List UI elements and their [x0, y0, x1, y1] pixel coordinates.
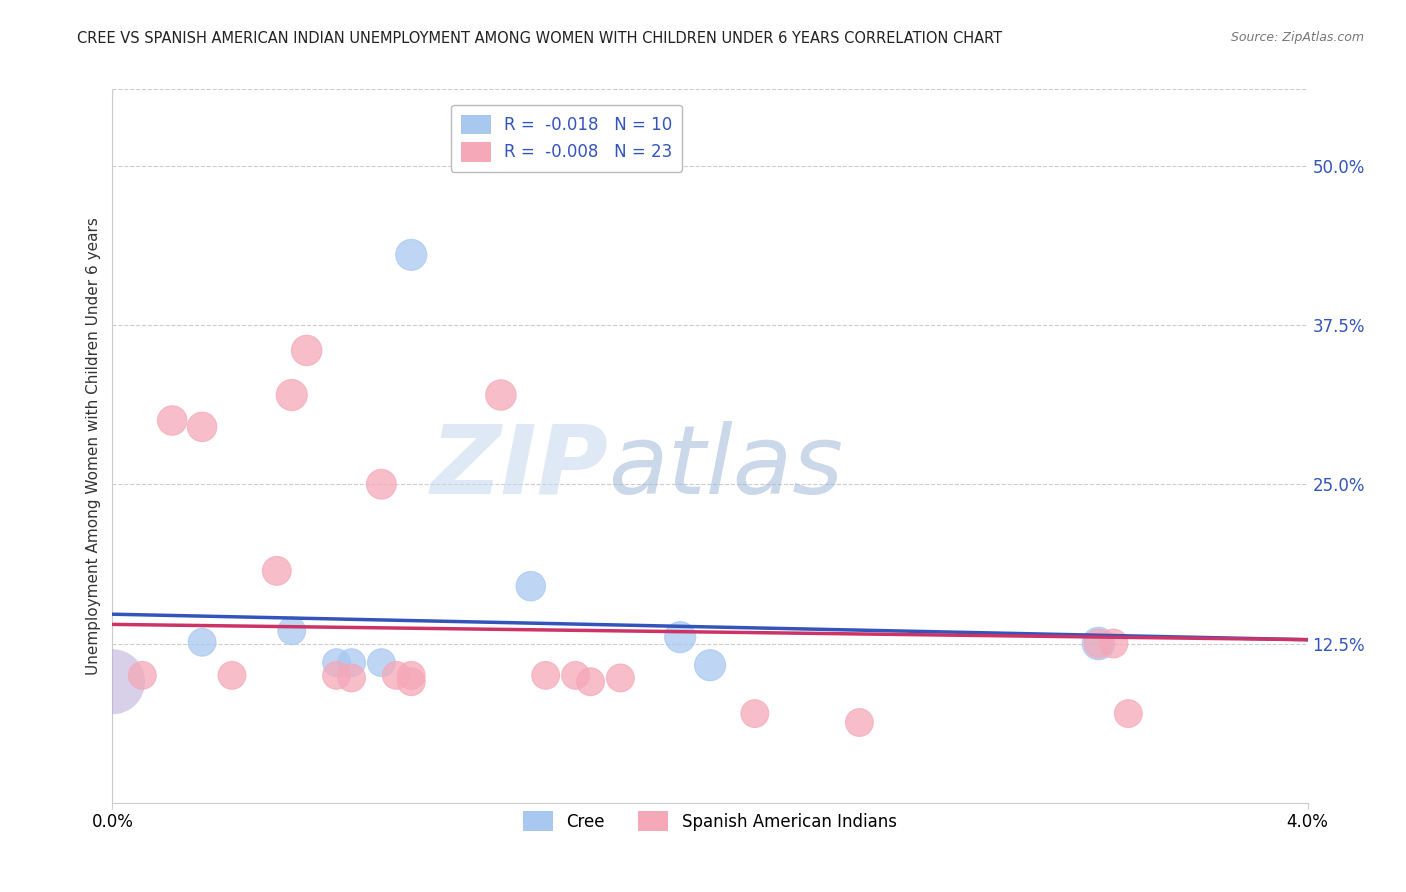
Point: [401, 674, 423, 689]
Point: [401, 248, 423, 262]
Point: [669, 630, 692, 644]
Point: [281, 624, 304, 638]
Point: [401, 668, 423, 682]
Point: [191, 635, 214, 649]
Point: [325, 668, 347, 682]
Text: ZIP: ZIP: [430, 421, 609, 514]
Point: [579, 674, 602, 689]
Point: [266, 564, 288, 578]
Point: [221, 668, 243, 682]
Point: [609, 671, 631, 685]
Point: [1102, 636, 1125, 650]
Point: [340, 656, 363, 670]
Text: Source: ZipAtlas.com: Source: ZipAtlas.com: [1230, 31, 1364, 45]
Point: [370, 477, 392, 491]
Point: [385, 668, 408, 682]
Text: atlas: atlas: [609, 421, 844, 514]
Point: [340, 671, 363, 685]
Point: [1087, 636, 1109, 650]
Point: [101, 674, 124, 689]
Y-axis label: Unemployment Among Women with Children Under 6 years: Unemployment Among Women with Children U…: [86, 217, 101, 675]
Point: [191, 420, 214, 434]
Point: [564, 668, 586, 682]
Point: [370, 656, 392, 670]
Point: [281, 388, 304, 402]
Point: [744, 706, 766, 721]
Point: [520, 579, 543, 593]
Point: [325, 656, 347, 670]
Point: [534, 668, 557, 682]
Point: [1087, 636, 1109, 650]
Text: CREE VS SPANISH AMERICAN INDIAN UNEMPLOYMENT AMONG WOMEN WITH CHILDREN UNDER 6 Y: CREE VS SPANISH AMERICAN INDIAN UNEMPLOY…: [77, 31, 1002, 46]
Point: [131, 668, 153, 682]
Point: [162, 413, 183, 427]
Point: [295, 343, 318, 358]
Point: [699, 658, 721, 673]
Point: [489, 388, 512, 402]
Point: [1118, 706, 1140, 721]
Legend: Cree, Spanish American Indians: Cree, Spanish American Indians: [516, 805, 904, 838]
Point: [848, 715, 870, 730]
